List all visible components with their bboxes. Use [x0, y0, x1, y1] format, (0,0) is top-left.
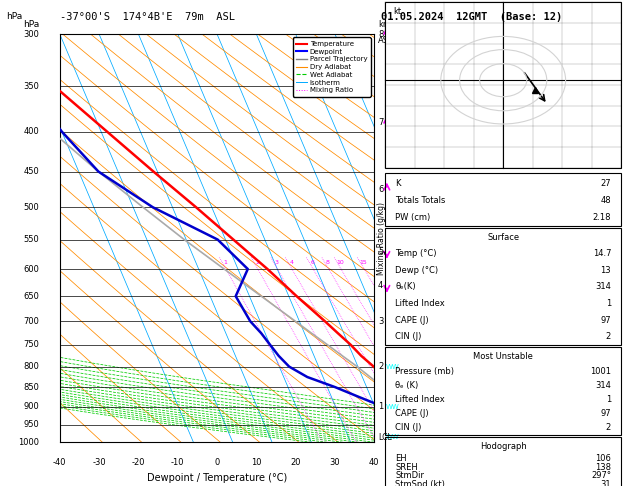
- Text: hPa: hPa: [6, 12, 23, 21]
- Text: 97: 97: [601, 315, 611, 325]
- Text: 10: 10: [337, 260, 344, 265]
- Text: 1: 1: [378, 402, 383, 411]
- Text: 297°: 297°: [591, 471, 611, 480]
- Text: 10: 10: [251, 458, 262, 467]
- Text: Hodograph: Hodograph: [480, 442, 526, 451]
- Text: 97: 97: [601, 409, 611, 418]
- Text: 4: 4: [378, 281, 383, 290]
- Text: 2: 2: [255, 260, 259, 265]
- Text: 700: 700: [23, 317, 39, 326]
- Text: WW: WW: [386, 434, 400, 440]
- Text: 2: 2: [606, 332, 611, 341]
- Text: 1: 1: [223, 260, 227, 265]
- Text: -30: -30: [92, 458, 106, 467]
- Text: -37°00'S  174°4B'E  79m  ASL: -37°00'S 174°4B'E 79m ASL: [60, 12, 235, 22]
- Text: Mixing Ratio (g/kg): Mixing Ratio (g/kg): [377, 202, 386, 275]
- Legend: Temperature, Dewpoint, Parcel Trajectory, Dry Adiabat, Wet Adiabat, Isotherm, Mi: Temperature, Dewpoint, Parcel Trajectory…: [293, 37, 370, 97]
- Text: 13: 13: [601, 266, 611, 275]
- Text: CAPE (J): CAPE (J): [395, 315, 429, 325]
- Text: 15: 15: [360, 260, 367, 265]
- Text: 6: 6: [378, 185, 384, 194]
- Text: -20: -20: [131, 458, 145, 467]
- Text: 3: 3: [275, 260, 279, 265]
- Text: SREH: SREH: [395, 463, 418, 472]
- Text: 314: 314: [595, 381, 611, 390]
- Text: WW: WW: [386, 364, 400, 369]
- Text: 2: 2: [606, 423, 611, 433]
- Text: 27: 27: [601, 179, 611, 188]
- Text: Temp (°C): Temp (°C): [395, 249, 437, 258]
- Text: K: K: [395, 179, 401, 188]
- Text: CAPE (J): CAPE (J): [395, 409, 429, 418]
- Text: 750: 750: [23, 340, 39, 349]
- Text: 106: 106: [595, 454, 611, 463]
- Text: km: km: [378, 20, 391, 29]
- Text: θₑ(K): θₑ(K): [395, 282, 416, 292]
- Text: Totals Totals: Totals Totals: [395, 196, 445, 205]
- Text: 850: 850: [23, 382, 39, 392]
- Text: 900: 900: [23, 402, 39, 411]
- Text: 48: 48: [601, 196, 611, 205]
- Text: Lifted Index: Lifted Index: [395, 299, 445, 308]
- Text: Most Unstable: Most Unstable: [473, 352, 533, 362]
- Text: 30: 30: [330, 458, 340, 467]
- Text: 800: 800: [23, 362, 39, 371]
- Text: 300: 300: [23, 30, 39, 38]
- Text: Dewpoint / Temperature (°C): Dewpoint / Temperature (°C): [147, 473, 287, 483]
- Text: 1: 1: [606, 395, 611, 404]
- Text: 40: 40: [369, 458, 379, 467]
- Text: 8: 8: [326, 260, 330, 265]
- Text: -40: -40: [53, 458, 67, 467]
- Text: Lifted Index: Lifted Index: [395, 395, 445, 404]
- Text: 20: 20: [291, 458, 301, 467]
- Text: 1: 1: [606, 299, 611, 308]
- Text: hPa: hPa: [23, 20, 39, 29]
- Text: 7: 7: [378, 119, 384, 127]
- Text: 350: 350: [23, 82, 39, 91]
- Text: 14.7: 14.7: [593, 249, 611, 258]
- Text: EH: EH: [395, 454, 407, 463]
- Text: 400: 400: [23, 127, 39, 136]
- Text: 600: 600: [23, 264, 39, 274]
- Text: 314: 314: [595, 282, 611, 292]
- Text: Dewp (°C): Dewp (°C): [395, 266, 438, 275]
- Text: 550: 550: [23, 235, 39, 244]
- Text: WW: WW: [386, 403, 400, 410]
- Text: 0: 0: [214, 458, 220, 467]
- Text: 500: 500: [23, 203, 39, 212]
- Text: 1000: 1000: [18, 438, 39, 447]
- FancyBboxPatch shape: [386, 2, 621, 168]
- Text: ASL: ASL: [378, 36, 394, 45]
- Text: 5: 5: [378, 247, 383, 256]
- Text: 4: 4: [289, 260, 293, 265]
- Text: Pressure (mb): Pressure (mb): [395, 367, 454, 376]
- Text: 6: 6: [311, 260, 314, 265]
- Text: StmDir: StmDir: [395, 471, 425, 480]
- Text: 950: 950: [23, 420, 39, 429]
- Text: -10: -10: [171, 458, 184, 467]
- Text: 31: 31: [601, 480, 611, 486]
- Text: LCL: LCL: [378, 433, 392, 442]
- Text: 3: 3: [378, 317, 384, 326]
- Text: CIN (J): CIN (J): [395, 332, 421, 341]
- Text: kt: kt: [392, 7, 401, 17]
- Text: Surface: Surface: [487, 233, 520, 243]
- Text: 1001: 1001: [590, 367, 611, 376]
- Text: 01.05.2024  12GMT  (Base: 12): 01.05.2024 12GMT (Base: 12): [381, 12, 562, 22]
- Text: StmSpd (kt): StmSpd (kt): [395, 480, 445, 486]
- Text: θₑ (K): θₑ (K): [395, 381, 418, 390]
- Text: 650: 650: [23, 292, 39, 301]
- Text: 8: 8: [378, 30, 384, 38]
- Text: PW (cm): PW (cm): [395, 213, 430, 222]
- Text: 2.18: 2.18: [593, 213, 611, 222]
- Text: 138: 138: [595, 463, 611, 472]
- Text: 2: 2: [378, 362, 383, 371]
- Text: 450: 450: [23, 167, 39, 176]
- Text: CIN (J): CIN (J): [395, 423, 421, 433]
